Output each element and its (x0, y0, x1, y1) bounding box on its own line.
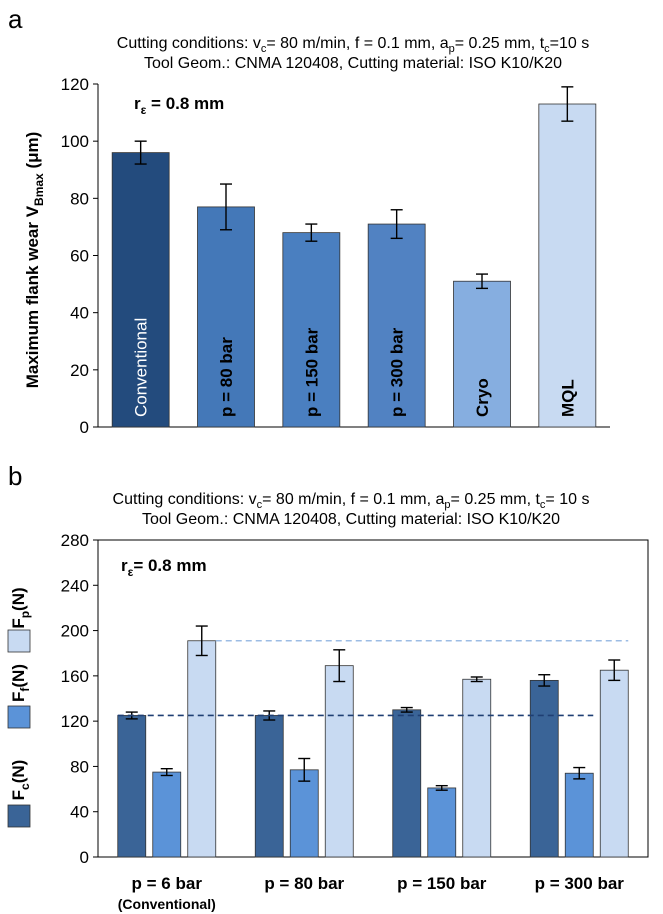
panel-a-ytick-label: 100 (61, 132, 89, 151)
panel-a-bar-label: p = 150 bar (302, 327, 321, 417)
panel-a-bar (367, 223, 426, 428)
panel-a-title-line-1: Cutting conditions: vc= 80 m/min, f = 0.… (117, 35, 589, 55)
legend-swatch-fp (7, 629, 31, 653)
panel-a-ytick-label: 120 (61, 75, 89, 94)
panel-b-ytick-label: 160 (61, 667, 89, 686)
panel-a-bar-label: Conventional (132, 318, 151, 417)
legend-label-fp: Fp(N) (9, 587, 32, 628)
panel-b-radius-annotation: rε= 0.8 mm (121, 556, 207, 579)
panel-b-category-label: p = 80 bar (264, 874, 344, 893)
panel-b-ytick-label: 0 (80, 848, 89, 867)
panel-b-bar-ff (427, 787, 457, 858)
panel-a-title-line-2: Tool Geom.: CNMA 120408, Cutting materia… (144, 55, 562, 72)
panel-b-category-sublabel: (Conventional) (118, 896, 216, 912)
panel-a-bar-label: p = 80 bar (217, 337, 236, 417)
panel-b-bar-fc (529, 679, 559, 858)
panel-b-bar-fc (254, 715, 284, 858)
panel-a-bar (538, 103, 597, 428)
panel-b-bar-fp (187, 640, 217, 858)
panel-a-bar (282, 232, 341, 428)
panel-b-ytick-label: 200 (61, 622, 89, 641)
panel-b-plot: 0 40 80 120 160 200 240 280 p = 6 bar (Convention… (61, 531, 649, 912)
panel-a-ytick-label: 0 (80, 418, 89, 437)
panel-b-bar-fc (392, 709, 422, 858)
panel-a-bar-label: MQL (558, 379, 577, 417)
panel-b-ytick-label: 120 (61, 712, 89, 731)
legend-swatch-fc (7, 804, 31, 828)
panel-b-ytick-label: 240 (61, 576, 89, 595)
panel-a-ytick-label: 40 (70, 304, 89, 323)
panel-b-category-label: p = 300 bar (535, 874, 625, 893)
panel-a-ylabel: Maximum flank wear VBmax (μm) (23, 132, 46, 389)
panel-b-title-line-2: Tool Geom.: CNMA 120408, Cutting materia… (142, 511, 560, 528)
panel-a-ytick-label: 20 (70, 361, 89, 380)
panel-b-bar-fp (599, 669, 629, 858)
panel-b-title-line-1: Cutting conditions: vc= 80 m/min, f = 0.… (113, 491, 590, 511)
panel-b-bar-fc (117, 715, 147, 858)
panel-a-bar-label: Cryo (473, 378, 492, 417)
panel-a-bar (197, 206, 255, 428)
legend-label-fc: Fc(N) (9, 760, 32, 801)
panel-b-ytick-label: 40 (70, 803, 89, 822)
panel-a-radius-annotation: rε = 0.8 mm (134, 94, 224, 117)
panel-b-bar-ff (289, 769, 319, 858)
panel-b-bar-ff (152, 771, 182, 858)
panel-a-bar (453, 280, 511, 428)
panel-b-ytick-label: 280 (61, 531, 89, 550)
legend-label-ff: Ff(N) (9, 664, 32, 702)
panel-b-bar-ff (564, 772, 594, 858)
panel-b-ytick-label: 80 (70, 757, 89, 776)
panel-b-bar-fp (462, 678, 492, 858)
panel-b-category-label: p = 6 bar (132, 874, 203, 893)
panel-b-category-label: p = 150 bar (397, 874, 487, 893)
panel-b-plot-frame (97, 539, 649, 858)
panel-a-ytick-label: 60 (70, 247, 89, 266)
panel-b-letter: b (8, 461, 22, 491)
panel-a-plot: 0 20 40 60 80 100 120 Conventional p = 80 bar p =… (61, 75, 610, 437)
legend-swatch-ff (7, 705, 31, 729)
panel-a-bar-label: p = 300 bar (388, 327, 407, 417)
panel-a-letter: a (8, 4, 23, 34)
panel-a-ytick-label: 80 (70, 189, 89, 208)
panel-a-bar (111, 152, 170, 428)
panel-b-bar-fp (324, 665, 354, 858)
